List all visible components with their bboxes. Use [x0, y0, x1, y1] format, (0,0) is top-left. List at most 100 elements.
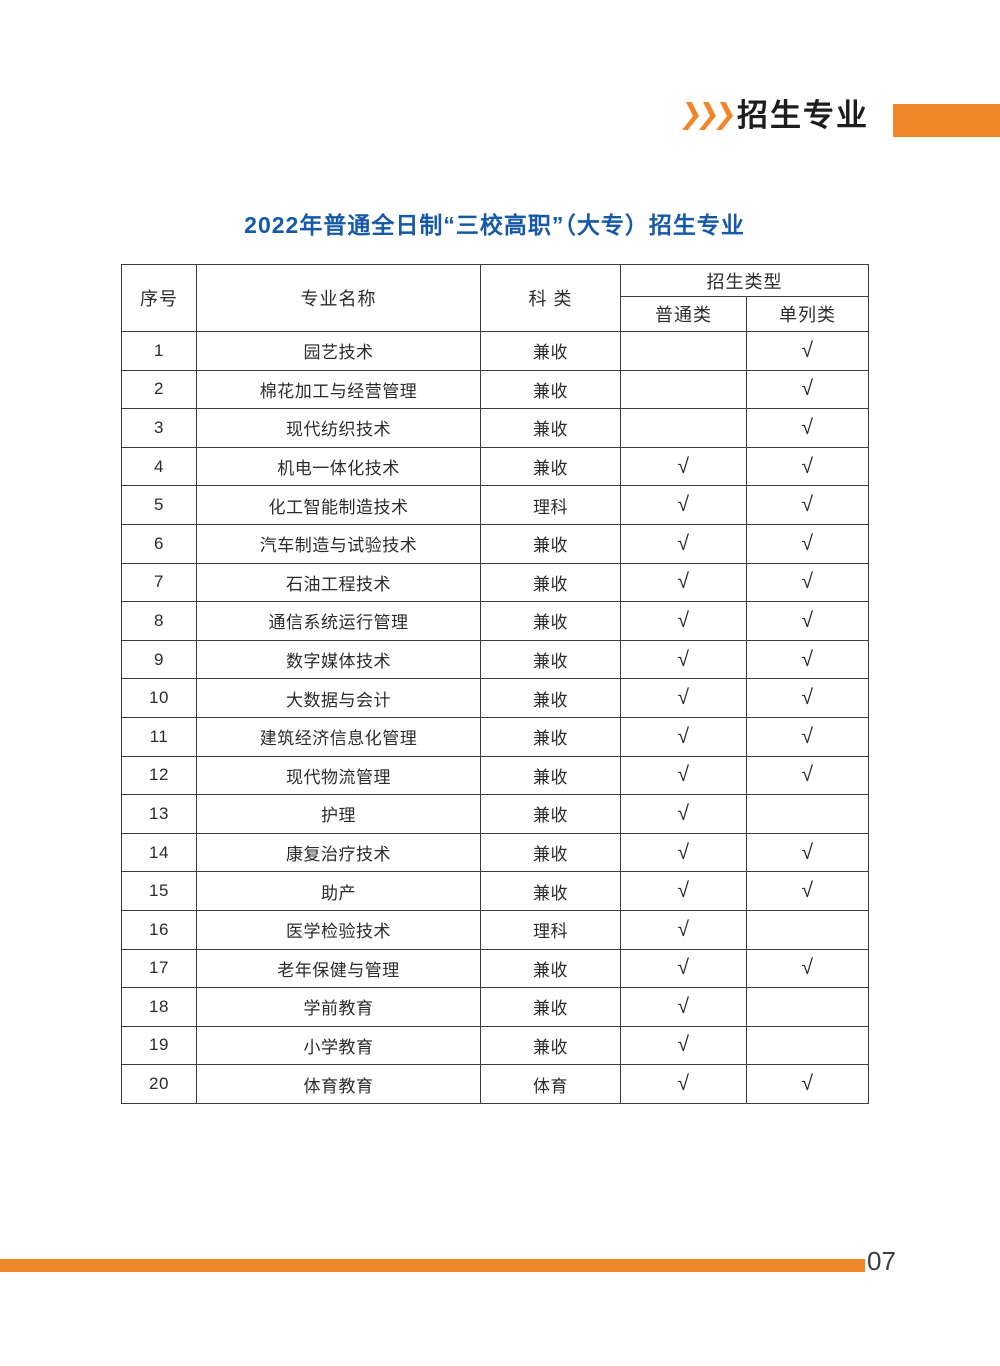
cell-major: 护理: [196, 794, 481, 834]
cell-general-check: √: [620, 909, 747, 950]
cell-major: 现代物流管理: [196, 755, 481, 796]
cell-category: 兼收: [480, 369, 621, 410]
cell-separate-check: √: [746, 948, 869, 989]
cell-index: 17: [121, 948, 197, 989]
cell-category: 兼收: [480, 523, 621, 564]
cell-category: 兼收: [480, 1025, 621, 1066]
table-row: 14 康复治疗技术 兼收 √ √: [121, 832, 869, 873]
col-header-general: 普通类: [620, 296, 747, 332]
cell-major: 棉花加工与经营管理: [196, 369, 481, 410]
cell-category: 兼收: [480, 331, 621, 371]
cell-major: 汽车制造与试验技术: [196, 523, 481, 564]
cell-general-check: √: [620, 678, 747, 718]
cell-major: 医学检验技术: [196, 909, 481, 950]
cell-index: 8: [121, 601, 197, 641]
cell-category: 兼收: [480, 601, 621, 641]
cell-category: 理科: [480, 485, 621, 525]
cell-index: 4: [121, 446, 197, 487]
cell-major: 机电一体化技术: [196, 446, 481, 487]
cell-major: 小学教育: [196, 1025, 481, 1066]
table-row: 15 助产 兼收 √ √: [121, 871, 869, 911]
page-title: 2022年普通全日制“三校高职”（大专）招生专业: [244, 212, 745, 238]
table-row: 7 石油工程技术 兼收 √ √: [121, 562, 869, 603]
cell-major: 数字媒体技术: [196, 639, 481, 680]
table-row: 8 通信系统运行管理 兼收 √ √: [121, 601, 869, 641]
cell-major: 学前教育: [196, 987, 481, 1027]
cell-major: 大数据与会计: [196, 678, 481, 718]
cell-major: 通信系统运行管理: [196, 601, 481, 641]
cell-separate-check: √: [746, 755, 869, 796]
cell-general-check: √: [620, 987, 747, 1027]
table-row: 9 数字媒体技术 兼收 √ √: [121, 639, 869, 680]
table-row: 19 小学教育 兼收 √: [121, 1025, 869, 1066]
cell-index: 18: [121, 987, 197, 1027]
cell-category: 兼收: [480, 678, 621, 718]
cell-index: 9: [121, 639, 197, 680]
cell-general-check: √: [620, 446, 747, 487]
cell-separate-check: √: [746, 485, 869, 525]
col-header-category: 科 类: [480, 264, 621, 332]
table-row: 5 化工智能制造技术 理科 √ √: [121, 485, 869, 525]
cell-category: 兼收: [480, 716, 621, 757]
cell-category: 兼收: [480, 794, 621, 834]
cell-index: 15: [121, 871, 197, 911]
cell-index: 14: [121, 832, 197, 873]
table-row: 20 体育教育 体育 √ √: [121, 1064, 869, 1104]
table-row: 10 大数据与会计 兼收 √ √: [121, 678, 869, 718]
table-row: 4 机电一体化技术 兼收 √ √: [121, 446, 869, 487]
cell-separate-check: √: [746, 601, 869, 641]
cell-category: 兼收: [480, 755, 621, 796]
cell-separate-check: [746, 794, 869, 834]
cell-separate-check: √: [746, 639, 869, 680]
table-row: 1 园艺技术 兼收 √: [121, 331, 869, 371]
cell-index: 6: [121, 523, 197, 564]
table-row: 12 现代物流管理 兼收 √ √: [121, 755, 869, 796]
cell-category: 兼收: [480, 408, 621, 448]
cell-index: 5: [121, 485, 197, 525]
cell-separate-check: √: [746, 832, 869, 873]
table-row: 18 学前教育 兼收 √: [121, 987, 869, 1027]
section-badge-bar: [893, 104, 1000, 137]
cell-category: 兼收: [480, 562, 621, 603]
cell-category: 兼收: [480, 639, 621, 680]
section-badge-label: 招生专业: [737, 98, 869, 133]
table-body: 1 园艺技术 兼收 √ 2 棉花加工与经营管理 兼收 √ 3 现代纺织技术 兼收…: [121, 331, 869, 1104]
table-row: 17 老年保健与管理 兼收 √ √: [121, 948, 869, 989]
cell-index: 7: [121, 562, 197, 603]
cell-major: 体育教育: [196, 1064, 481, 1104]
cell-general-check: [620, 331, 747, 371]
cell-category: 兼收: [480, 948, 621, 989]
cell-separate-check: √: [746, 331, 869, 371]
cell-index: 3: [121, 408, 197, 448]
cell-index: 16: [121, 909, 197, 950]
cell-general-check: √: [620, 485, 747, 525]
cell-general-check: √: [620, 755, 747, 796]
cell-separate-check: [746, 1025, 869, 1066]
cell-separate-check: √: [746, 871, 869, 911]
cell-major: 园艺技术: [196, 331, 481, 371]
cell-general-check: √: [620, 523, 747, 564]
chevron-right-icon: [682, 102, 701, 130]
cell-category: 兼收: [480, 871, 621, 911]
page-number: 07: [867, 1246, 896, 1276]
cell-index: 12: [121, 755, 197, 796]
cell-general-check: √: [620, 639, 747, 680]
cell-general-check: √: [620, 948, 747, 989]
cell-index: 19: [121, 1025, 197, 1066]
cell-major: 化工智能制造技术: [196, 485, 481, 525]
cell-category: 兼收: [480, 446, 621, 487]
cell-general-check: √: [620, 1025, 747, 1066]
cell-separate-check: [746, 987, 869, 1027]
cell-major: 老年保健与管理: [196, 948, 481, 989]
cell-category: 兼收: [480, 987, 621, 1027]
cell-index: 13: [121, 794, 197, 834]
table-row: 2 棉花加工与经营管理 兼收 √: [121, 369, 869, 410]
table-row: 13 护理 兼收 √: [121, 794, 869, 834]
footer-accent-bar: [0, 1259, 865, 1272]
cell-general-check: √: [620, 601, 747, 641]
cell-general-check: √: [620, 562, 747, 603]
table-header: 序号 专业名称 科 类 招生类型 普通类 单列类: [121, 264, 869, 332]
cell-general-check: √: [620, 794, 747, 834]
cell-category: 理科: [480, 909, 621, 950]
cell-separate-check: √: [746, 369, 869, 410]
